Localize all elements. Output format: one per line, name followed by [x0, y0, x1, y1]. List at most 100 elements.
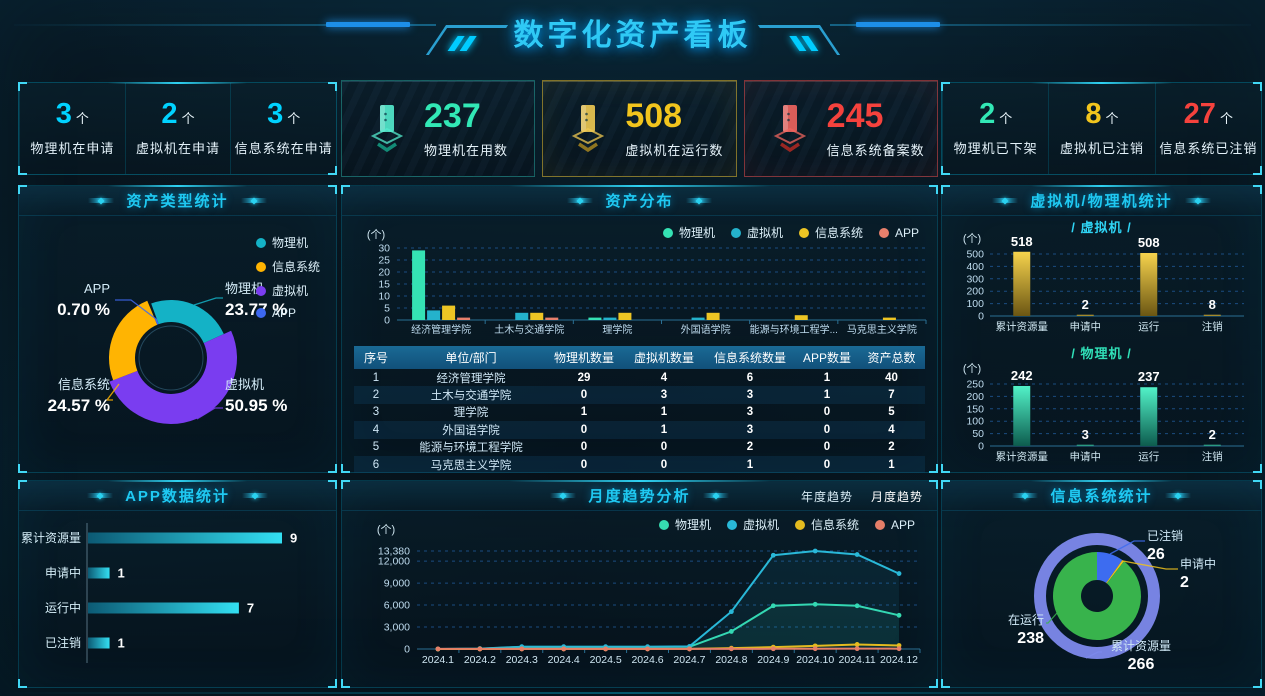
legend-item[interactable]: 虚拟机 [730, 224, 783, 241]
top-glow-segment [107, 480, 248, 482]
legend-dot-icon [874, 519, 885, 530]
chart-text: 2024.2 [464, 654, 496, 666]
stat-label: 物理机在申请 [30, 141, 115, 156]
data-point [770, 646, 776, 652]
chart-text: (个) [963, 232, 981, 245]
vm-pm-chart-area: / 虚拟机 / / 物理机 / 0 100 200 300 400 500 (个) 累计资源量… [942, 216, 1261, 472]
stat-value: 27 [1183, 98, 1216, 130]
chart-text: 运行 [1138, 320, 1160, 333]
legend-dot-icon [730, 227, 741, 238]
table-cell: 1 [372, 371, 380, 384]
corner-accent-icon [328, 464, 337, 473]
stat-card: 2 个虚拟机在申请 [124, 83, 231, 174]
stat-value: 8 [1085, 98, 1102, 130]
legend-item[interactable]: 虚拟机 [726, 516, 779, 533]
panel-title: 虚拟机/物理机统计 [1030, 193, 1173, 210]
server-icon [773, 104, 806, 152]
data-point [728, 629, 734, 634]
legend-item[interactable]: APP [878, 226, 919, 240]
table-cell: 0 [580, 458, 588, 471]
pie-slice [1053, 552, 1141, 640]
title-decor-icon [992, 198, 1019, 203]
top-glow-segment [107, 82, 248, 84]
tab-monthly-trend[interactable]: 月度趋势 [870, 489, 923, 504]
stat-label: 信息系统已注销 [1159, 141, 1258, 156]
corner-accent-icon [941, 82, 950, 91]
panel-title: 资产分布 [605, 193, 674, 210]
table-cell: 0 [660, 441, 668, 454]
table-cell: 2 [746, 441, 754, 454]
table-cell: 3 [746, 389, 754, 402]
chart-text: 累计资源量 [996, 450, 1049, 463]
table-cell: 4 [372, 423, 380, 436]
panel-title: 资产类型统计 [126, 193, 229, 210]
table-header-cell: 信息系统数量 [713, 351, 786, 365]
stat-unit: 个 [1105, 111, 1119, 126]
legend-dot-icon [658, 519, 669, 530]
legend-item[interactable]: APP [874, 518, 915, 532]
bar [691, 317, 705, 320]
chart-text: 外国语学院 [681, 323, 731, 336]
corner-accent-icon [941, 679, 950, 688]
stat-unit: 个 [999, 111, 1013, 126]
top-glow-segment [508, 480, 771, 482]
table-cell: 3 [660, 389, 668, 402]
bar [1203, 444, 1221, 446]
chart-text: 508 [1138, 235, 1160, 250]
legend-item[interactable]: 信息系统 [255, 258, 320, 275]
pie-label-infosys: 信息系统 24.57 % [47, 377, 110, 415]
table-header-cell: 物理机数量 [553, 351, 614, 365]
top-glow-segment [1031, 82, 1172, 84]
asset-type-donut-chart [105, 297, 237, 424]
legend-item[interactable]: 物理机 [658, 516, 711, 533]
chart-text: 9,000 [384, 578, 410, 590]
top-glow-segment [107, 185, 248, 187]
table-row: 6 马克思主义学院 0 0 1 0 1 [354, 455, 925, 474]
title-decor-icon [1184, 198, 1211, 203]
table-cell: 6 [746, 371, 754, 384]
stat-card: 8 个虚拟机已注销 [1048, 83, 1154, 174]
corner-accent-icon [929, 480, 938, 489]
table-cell: 土木与交通学院 [430, 390, 512, 403]
bar [530, 312, 544, 320]
tab-yearly-trend[interactable]: 年度趋势 [800, 489, 853, 504]
corner-accent-icon [328, 480, 337, 489]
legend-item[interactable]: 物理机 [255, 234, 308, 251]
table-row: 5 能源与环境工程学院 0 0 2 0 2 [354, 439, 925, 456]
footer-glow-line [0, 692, 1265, 694]
legend-item[interactable]: 虚拟机 [255, 282, 308, 299]
legend-dot-icon [878, 227, 889, 238]
corner-accent-icon [328, 166, 337, 175]
legend-item[interactable]: 信息系统 [794, 516, 859, 533]
chart-text: 土木与交通学院 [494, 323, 564, 336]
top-glow-segment [1031, 185, 1172, 187]
legend-label: 物理机 [678, 226, 715, 240]
pie-slice [109, 300, 158, 381]
pm-chart-subtitle: / 物理机 / [1071, 346, 1132, 361]
corner-accent-icon [18, 82, 27, 91]
data-point [477, 646, 483, 652]
table-cell: 5 [372, 441, 380, 454]
asset-type-chart-area: 物理机 信息系统 虚拟机 APP 物理机 23.77 % APP 0.70 % 信息系统 2… [19, 216, 336, 472]
bar [457, 317, 471, 320]
corner-accent-icon [1253, 464, 1262, 473]
app-hbar-chart: 累计资源量 9 申请中 1 运行中 7 已注销 1 [21, 523, 297, 663]
data-point [770, 552, 776, 558]
legend-item[interactable]: 物理机 [662, 224, 715, 241]
table-row: 3 理学院 1 1 3 0 5 [354, 404, 925, 421]
legend-item[interactable]: 信息系统 [798, 224, 863, 241]
panel-header: APP数据统计 [19, 481, 336, 511]
stat-value: 237 [424, 96, 481, 135]
table-cell: 3 [746, 423, 754, 436]
header-wing-left-icon [425, 25, 508, 55]
legend-label: 信息系统 [271, 260, 320, 274]
chart-text: 150 [966, 403, 984, 415]
legend-item[interactable]: APP [255, 306, 296, 320]
pie-slice [109, 330, 237, 424]
monthly-trend-legend: 物理机 虚拟机 信息系统 APP [658, 516, 915, 533]
chart-text: 100 [966, 416, 984, 428]
chart-text: 8 [1209, 297, 1216, 312]
pie-slice [151, 300, 224, 344]
